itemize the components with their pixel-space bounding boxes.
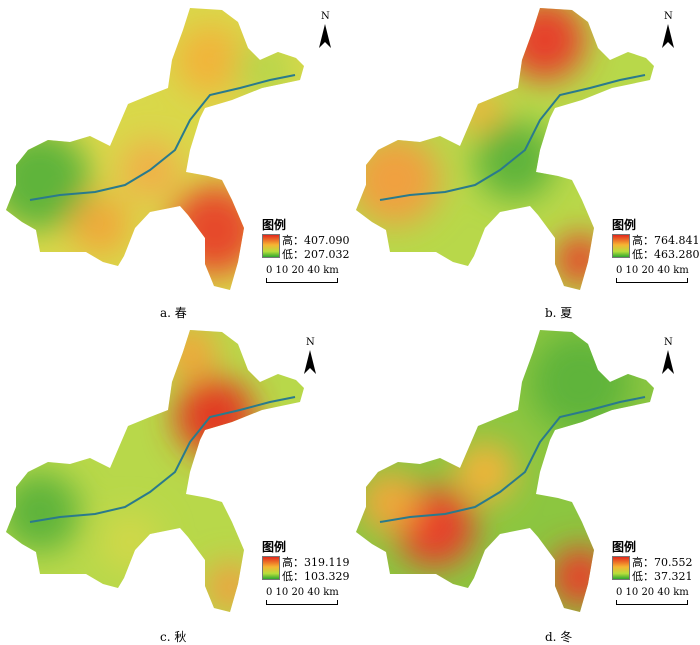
legend-low: 低：103.329 [282,570,350,583]
legend-gradient [262,234,280,258]
scale-bar: 0 10 20 40 km [616,265,689,283]
legend-high: 高：319.119 [282,556,350,569]
legend-title: 图例 [262,218,287,232]
river-line [29,396,296,523]
panel-caption: a. 春 [160,306,187,320]
legend: 图例 高：319.119 低：103.329 [262,540,350,583]
panel-caption: d. 冬 [545,630,573,644]
north-arrow-icon: N [304,337,316,374]
legend-low: 低：37.321 [632,570,693,583]
svg-text:N: N [664,11,673,22]
river-line [379,74,646,201]
scale-bar: 0 10 20 40 km [616,587,689,605]
map-panel-summer: N 图例 高：764.841 低：463.280 0 10 20 40 km b… [350,0,700,322]
legend-low: 低：463.280 [632,248,700,261]
legend-low: 低：207.032 [282,248,350,261]
legend-gradient [612,556,630,580]
legend-title: 图例 [612,540,637,554]
panel-caption: b. 夏 [545,306,573,320]
legend-title: 图例 [612,218,637,232]
svg-text:N: N [664,337,673,348]
map-panel-winter: N 图例 高：70.552 低：37.321 0 10 20 40 km d. … [350,322,700,644]
scale-bar: 0 10 20 40 km [266,265,339,283]
panel-caption: c. 秋 [160,630,187,644]
legend-high: 高：764.841 [632,234,700,247]
legend-gradient [262,556,280,580]
map-panel-autumn: N 图例 高：319.119 低：103.329 0 10 20 40 km c… [0,322,350,644]
north-arrow-icon: N [662,11,674,48]
legend: 图例 高：407.090 低：207.032 [262,218,350,261]
scale-bar: 0 10 20 40 km [266,587,339,605]
legend-gradient [612,234,630,258]
svg-text:N: N [321,11,330,22]
north-arrow-icon: N [319,11,331,48]
choropleth-map [6,330,304,612]
svg-text:N: N [306,337,315,348]
river-line [29,74,296,201]
north-arrow-icon: N [662,337,674,374]
legend-high: 高：70.552 [632,556,693,569]
legend-title: 图例 [262,540,287,554]
choropleth-map [6,8,304,290]
legend-high: 高：407.090 [282,234,350,247]
map-panel-spring: N 图例 高：407.090 低：207.032 0 10 20 40 km a… [0,0,350,322]
choropleth-map [356,8,654,290]
legend: 图例 高：764.841 低：463.280 [612,218,700,261]
river-line [379,396,646,523]
choropleth-map [356,330,654,612]
legend: 图例 高：70.552 低：37.321 [612,540,693,583]
